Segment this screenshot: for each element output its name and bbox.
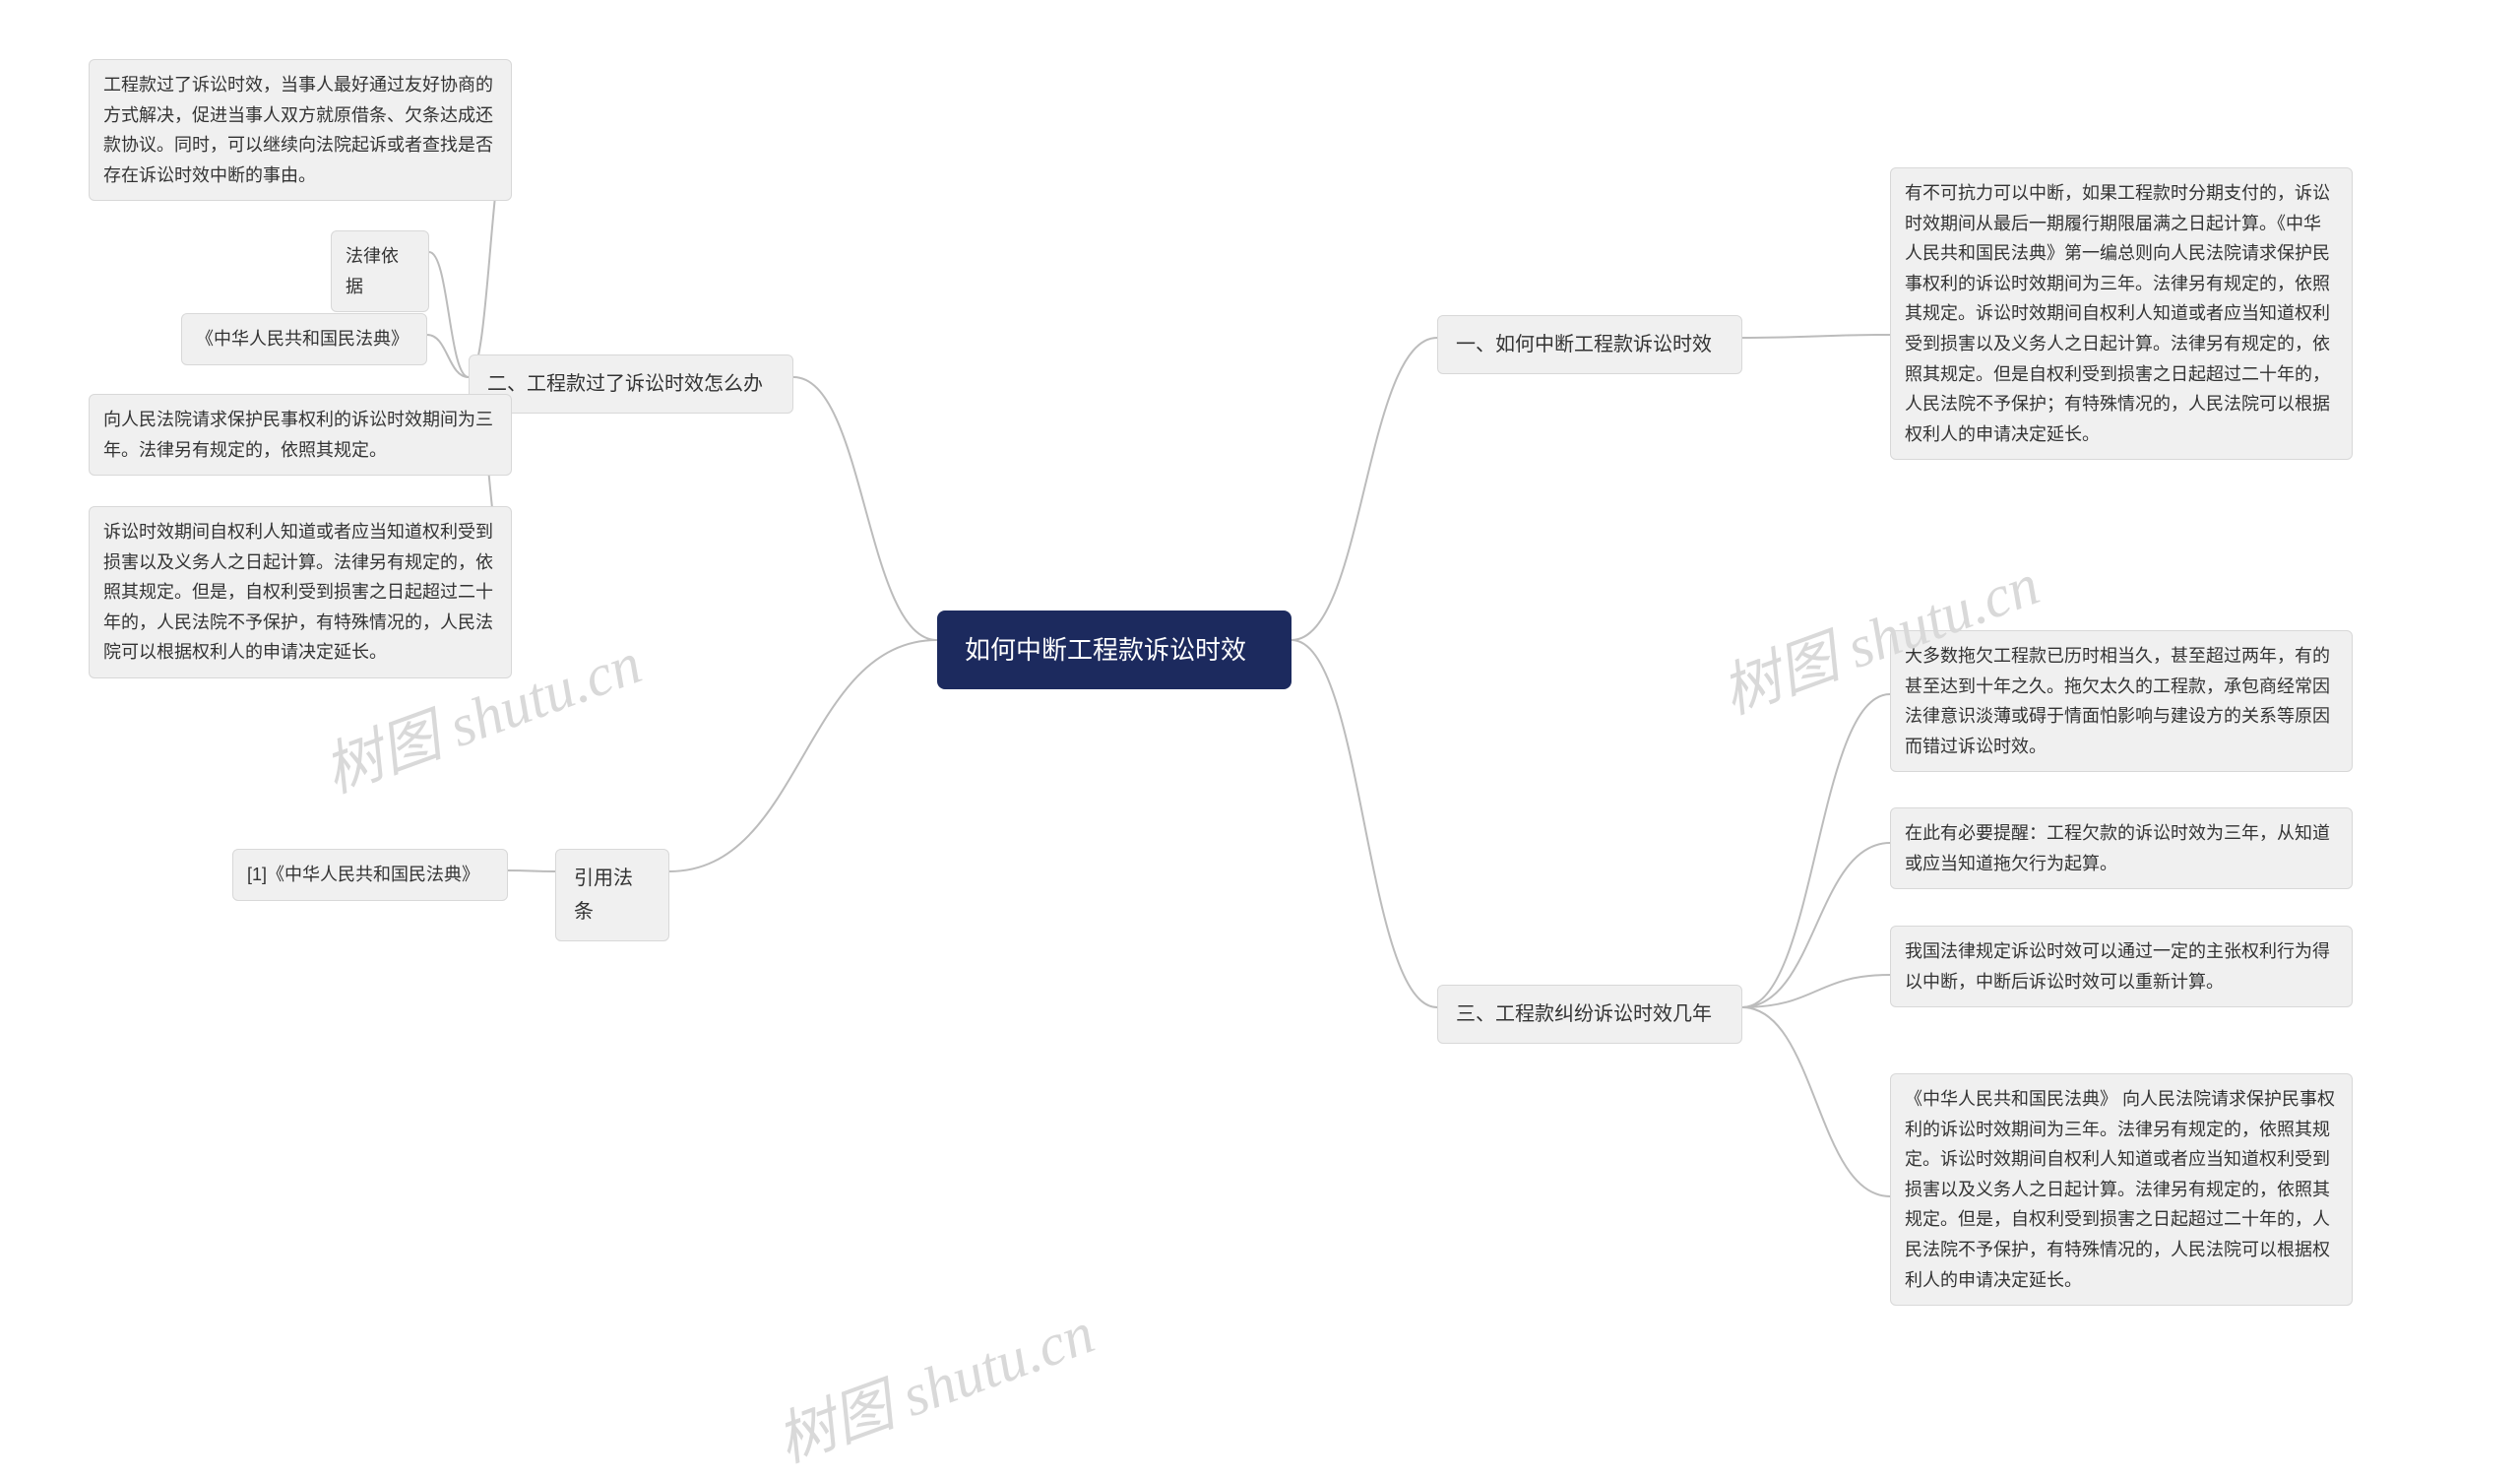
left-branch-1-leaf-2: 法律依据	[331, 230, 429, 312]
left-branch-2-leaf-1: [1]《中华人民共和国民法典》	[232, 849, 508, 901]
left-branch-1-leaf-1: 工程款过了诉讼时效，当事人最好通过友好协商的方式解决，促进当事人双方就原借条、欠…	[89, 59, 512, 201]
left-branch-1-leaf-4: 向人民法院请求保护民事权利的诉讼时效期间为三年。法律另有规定的，依照其规定。	[89, 394, 512, 476]
right-branch-1-leaf-1: 有不可抗力可以中断，如果工程款时分期支付的，诉讼时效期间从最后一期履行期限届满之…	[1890, 167, 2353, 460]
right-branch-1: 一、如何中断工程款诉讼时效	[1437, 315, 1742, 374]
right-branch-2-leaf-3: 我国法律规定诉讼时效可以通过一定的主张权利行为得以中断，中断后诉讼时效可以重新计…	[1890, 926, 2353, 1007]
right-branch-2-leaf-1: 大多数拖欠工程款已历时相当久，甚至超过两年，有的甚至达到十年之久。拖欠太久的工程…	[1890, 630, 2353, 772]
left-branch-2: 引用法条	[555, 849, 669, 941]
left-branch-1-leaf-5: 诉讼时效期间自权利人知道或者应当知道权利受到损害以及义务人之日起计算。法律另有规…	[89, 506, 512, 678]
right-branch-2: 三、工程款纠纷诉讼时效几年	[1437, 985, 1742, 1044]
right-branch-2-leaf-4: 《中华人民共和国民法典》 向人民法院请求保护民事权利的诉讼时效期间为三年。法律另…	[1890, 1073, 2353, 1306]
center-node: 如何中断工程款诉讼时效	[937, 611, 1292, 689]
watermark-3: 树图 shutu.cn	[763, 1285, 1103, 1479]
right-branch-2-leaf-2: 在此有必要提醒：工程欠款的诉讼时效为三年，从知道或应当知道拖欠行为起算。	[1890, 807, 2353, 889]
left-branch-1: 二、工程款过了诉讼时效怎么办	[469, 354, 793, 414]
left-branch-1-leaf-3: 《中华人民共和国民法典》	[181, 313, 427, 365]
